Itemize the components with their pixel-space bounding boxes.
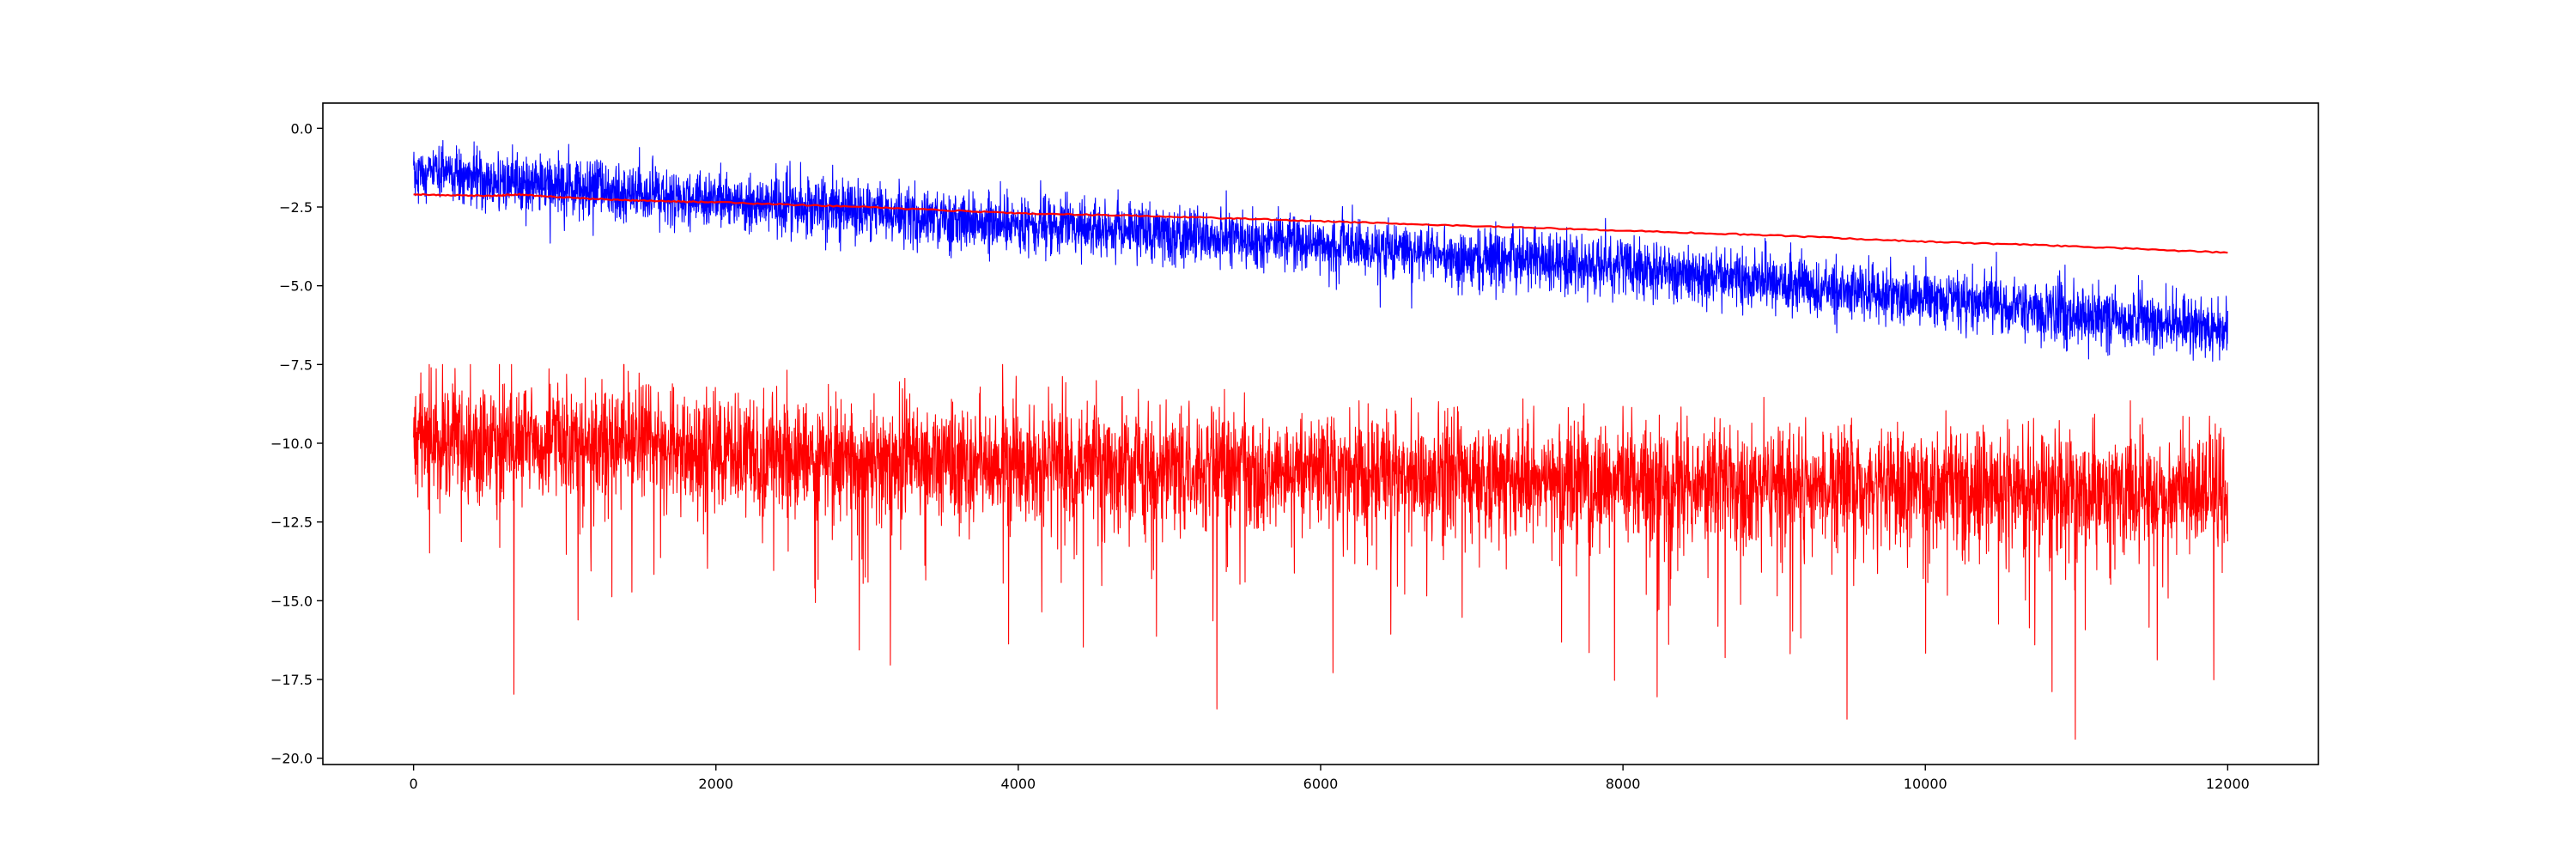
x-tick-label: 8000 <box>1606 776 1641 792</box>
y-tick-label: −5.0 <box>279 278 313 295</box>
y-tick-label: −2.5 <box>279 199 313 216</box>
plot-area <box>413 139 2228 740</box>
y-tick-label: −17.5 <box>270 672 313 688</box>
series-line-1 <box>413 139 2228 362</box>
y-tick-label: −7.5 <box>279 356 313 373</box>
x-tick-label: 2000 <box>698 776 733 792</box>
x-axis: 0 2000 4000 6000 8000 10000 12000 <box>410 765 2250 792</box>
y-tick-label: 0.0 <box>291 120 313 137</box>
series-line-3 <box>413 363 2228 740</box>
y-tick-label: −20.0 <box>270 751 313 767</box>
axes-frame <box>322 102 2319 765</box>
x-tick-label: 0 <box>410 776 418 792</box>
y-tick-label: −15.0 <box>270 593 313 609</box>
x-tick-label: 10000 <box>1904 776 1947 792</box>
y-tick-label: −12.5 <box>270 515 313 531</box>
x-tick-label: 6000 <box>1303 776 1339 792</box>
x-tick-label: 4000 <box>1001 776 1036 792</box>
series-line-2 <box>413 192 2228 254</box>
y-axis: 0.0 −2.5 −5.0 −7.5 −10.0 −12.5 −15.0 −17.5 −20.0 <box>270 120 323 767</box>
x-tick-label: 12000 <box>2206 776 2250 792</box>
y-tick-label: −10.0 <box>270 436 313 452</box>
